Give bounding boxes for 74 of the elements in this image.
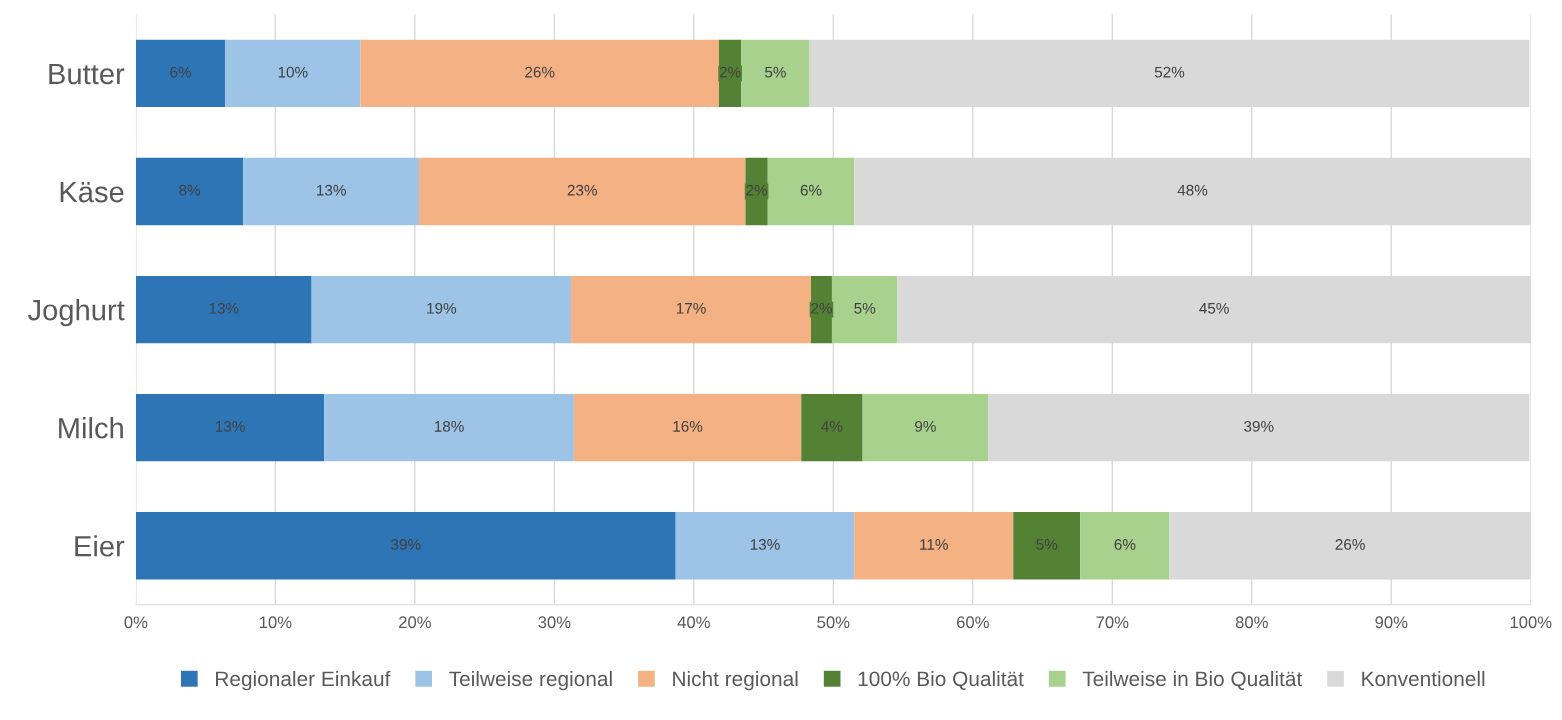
bar [675,512,855,580]
data-label: 10% [278,66,308,78]
data-label: 8% [179,184,201,196]
data-label: 2% [746,184,768,196]
x-tick-label: 10% [259,616,292,629]
data-label: 11% [920,539,948,550]
bar [243,157,420,226]
y-tick-label: Eier [75,535,125,557]
bar [1080,512,1170,580]
legend-label: Konventionell [1362,670,1485,687]
data-label: 6% [1114,539,1136,550]
data-label: 13% [750,539,780,550]
bar [311,275,572,344]
legend-label: 100% Bio Qualität [858,670,1024,690]
bar [324,394,574,462]
data-label: 13% [317,184,346,196]
bar [135,512,676,580]
data-label: 39% [1244,420,1274,432]
data-label: 5% [854,302,876,314]
data-label: 5% [765,66,786,78]
bar [741,39,810,108]
data-label: 9% [915,420,936,432]
bar [831,275,898,344]
data-label: 2% [719,66,741,78]
y-tick-label: Butter [49,63,125,85]
bar [862,394,989,462]
data-label: 6% [800,184,822,196]
bar [419,157,746,226]
bar [801,394,863,462]
data-label: 19% [427,302,457,314]
bar [135,39,226,108]
bar [360,39,719,108]
bar [854,512,1014,580]
bar [573,394,802,462]
legend-label: Teilweise regional [449,670,612,691]
bar [225,39,361,108]
data-label: 13% [209,302,239,314]
y-tick-label: Joghurt [27,299,125,327]
data-label: 26% [525,66,555,78]
x-tick-label: 30% [538,616,571,629]
x-tick-label: 90% [1375,616,1408,629]
x-tick-label: 80% [1235,616,1268,629]
data-label: 17% [676,302,706,314]
data-label: 26% [1335,539,1365,550]
data-label: 39% [391,539,421,550]
x-tick-label: 100% [1510,616,1552,629]
data-label: 2% [811,302,832,314]
bar [135,157,244,226]
data-label: 52% [1154,66,1185,78]
data-label: 48% [1177,184,1208,196]
bar [135,394,325,462]
x-tick-label: 40% [677,616,710,629]
y-tick-label: Milch [59,417,123,439]
x-tick-label: 20% [399,616,431,629]
bar [767,157,855,226]
bar [1013,512,1081,580]
x-tick-label: 60% [956,616,989,629]
data-label: 18% [434,420,464,432]
x-tick-label: 50% [817,616,850,629]
x-tick-label: 0% [124,616,148,629]
legend-label: Regionaler Einkauf [216,670,391,691]
y-tick-label: Käse [60,182,124,203]
data-label: 45% [1199,302,1229,314]
data-label: 23% [567,184,597,196]
bar [135,275,312,344]
data-label: 13% [215,420,245,432]
data-label: 4% [821,421,843,432]
legend-label: Teilweise in Bio Qualität [1082,670,1303,690]
x-tick-label: 70% [1096,616,1129,629]
data-label: 16% [673,420,703,432]
legend-label: Nicht regional [673,670,798,691]
data-label: 5% [1036,539,1058,550]
bar [571,275,812,344]
data-label: 6% [170,66,192,78]
